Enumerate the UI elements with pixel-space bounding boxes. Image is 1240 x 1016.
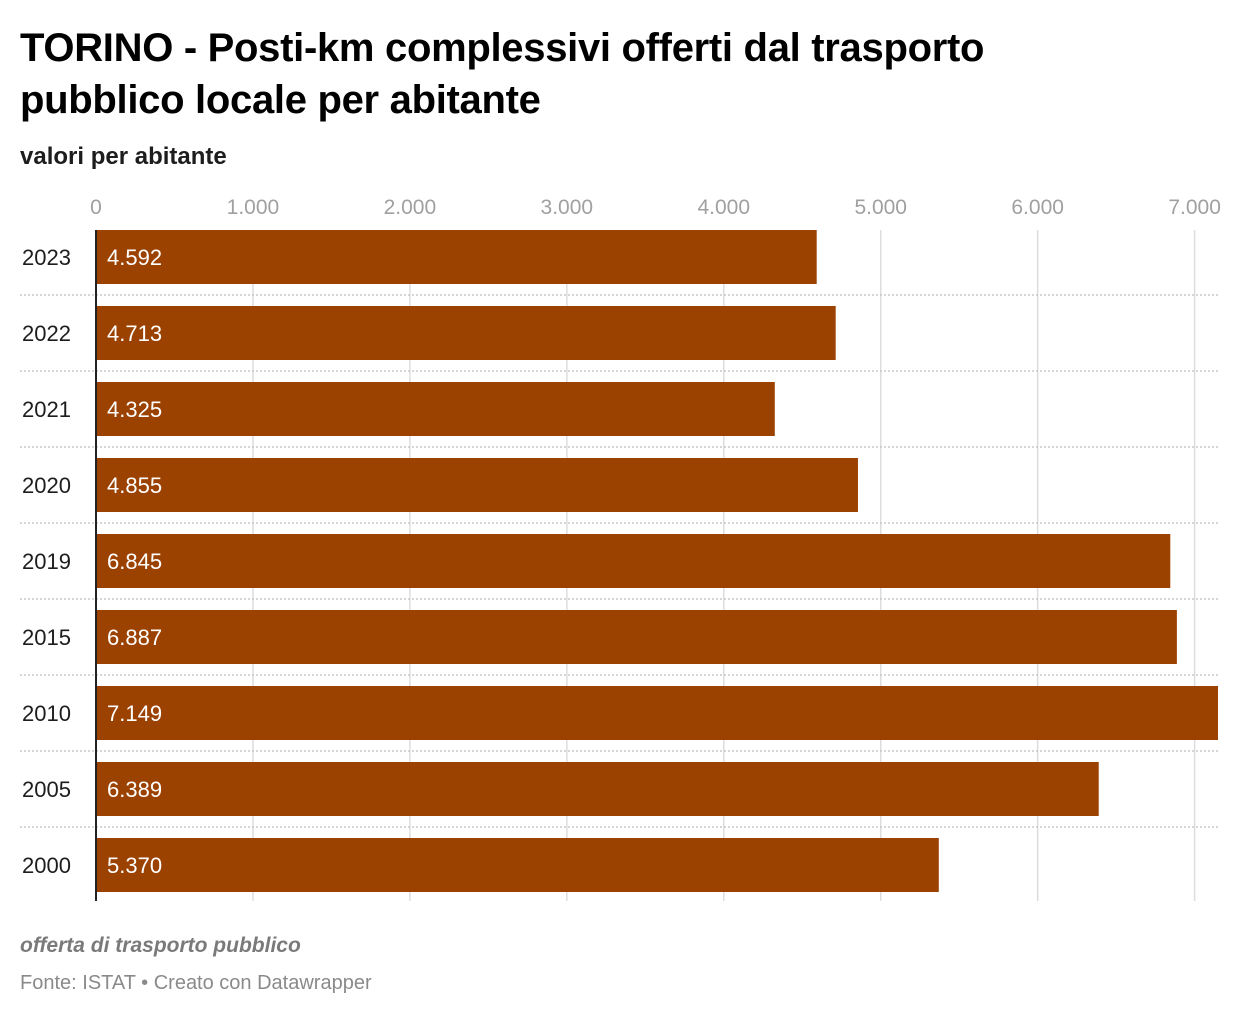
value-label: 6.887 bbox=[107, 625, 162, 650]
bar-2005 bbox=[96, 762, 1099, 816]
value-label: 6.389 bbox=[107, 777, 162, 802]
category-label: 2000 bbox=[22, 853, 71, 878]
x-tick-label: 1.000 bbox=[227, 196, 280, 219]
x-tick-label: 7.000 bbox=[1168, 196, 1221, 219]
x-tick-label: 6.000 bbox=[1011, 196, 1064, 219]
category-labels: 2023 2022 2021 2020 2019 2015 2010 2005 2000 bbox=[22, 245, 71, 878]
chart-title: TORINO - Posti-km complessivi offerti da… bbox=[20, 26, 985, 122]
value-label: 4.592 bbox=[107, 245, 162, 270]
category-label: 2022 bbox=[22, 321, 71, 346]
bars bbox=[96, 230, 1218, 892]
x-tick-label: 3.000 bbox=[541, 196, 594, 219]
footer-source: Fonte: ISTAT • Creato con Datawrapper bbox=[20, 972, 372, 994]
category-label: 2015 bbox=[22, 625, 71, 650]
category-label: 2019 bbox=[22, 549, 71, 574]
x-tick-label: 2.000 bbox=[384, 196, 437, 219]
value-label: 4.855 bbox=[107, 473, 162, 498]
chart-subtitle: valori per abitante bbox=[20, 143, 227, 170]
bar-2019 bbox=[96, 534, 1171, 588]
x-tick-label: 4.000 bbox=[697, 196, 750, 219]
category-label: 2020 bbox=[22, 473, 71, 498]
bar-2000 bbox=[96, 838, 939, 892]
bar-2010 bbox=[96, 686, 1218, 740]
x-tick-label: 5.000 bbox=[854, 196, 907, 219]
category-label: 2021 bbox=[22, 397, 71, 422]
value-label: 7.149 bbox=[107, 701, 162, 726]
x-axis-ticks: 0 1.000 2.000 3.000 4.000 5.000 6.000 7.000 bbox=[90, 196, 1221, 219]
value-label: 6.845 bbox=[107, 549, 162, 574]
value-label: 5.370 bbox=[107, 853, 162, 878]
value-labels: 4.592 4.713 4.325 4.855 6.845 6.887 7.149 6.389… bbox=[107, 245, 162, 878]
bar-2020 bbox=[96, 458, 858, 512]
category-label: 2005 bbox=[22, 777, 71, 802]
bar-chart: 0 1.000 2.000 3.000 4.000 5.000 6.000 7.000 202… bbox=[20, 196, 1221, 901]
value-label: 4.325 bbox=[107, 397, 162, 422]
category-label: 2023 bbox=[22, 245, 71, 270]
bar-2022 bbox=[96, 306, 836, 360]
category-label: 2010 bbox=[22, 701, 71, 726]
x-tick-label: 0 bbox=[90, 196, 102, 219]
bar-2021 bbox=[96, 382, 775, 436]
value-label: 4.713 bbox=[107, 321, 162, 346]
bar-2015 bbox=[96, 610, 1177, 664]
bar-2023 bbox=[96, 230, 817, 284]
footer-note: offerta di trasporto pubblico bbox=[20, 934, 301, 957]
